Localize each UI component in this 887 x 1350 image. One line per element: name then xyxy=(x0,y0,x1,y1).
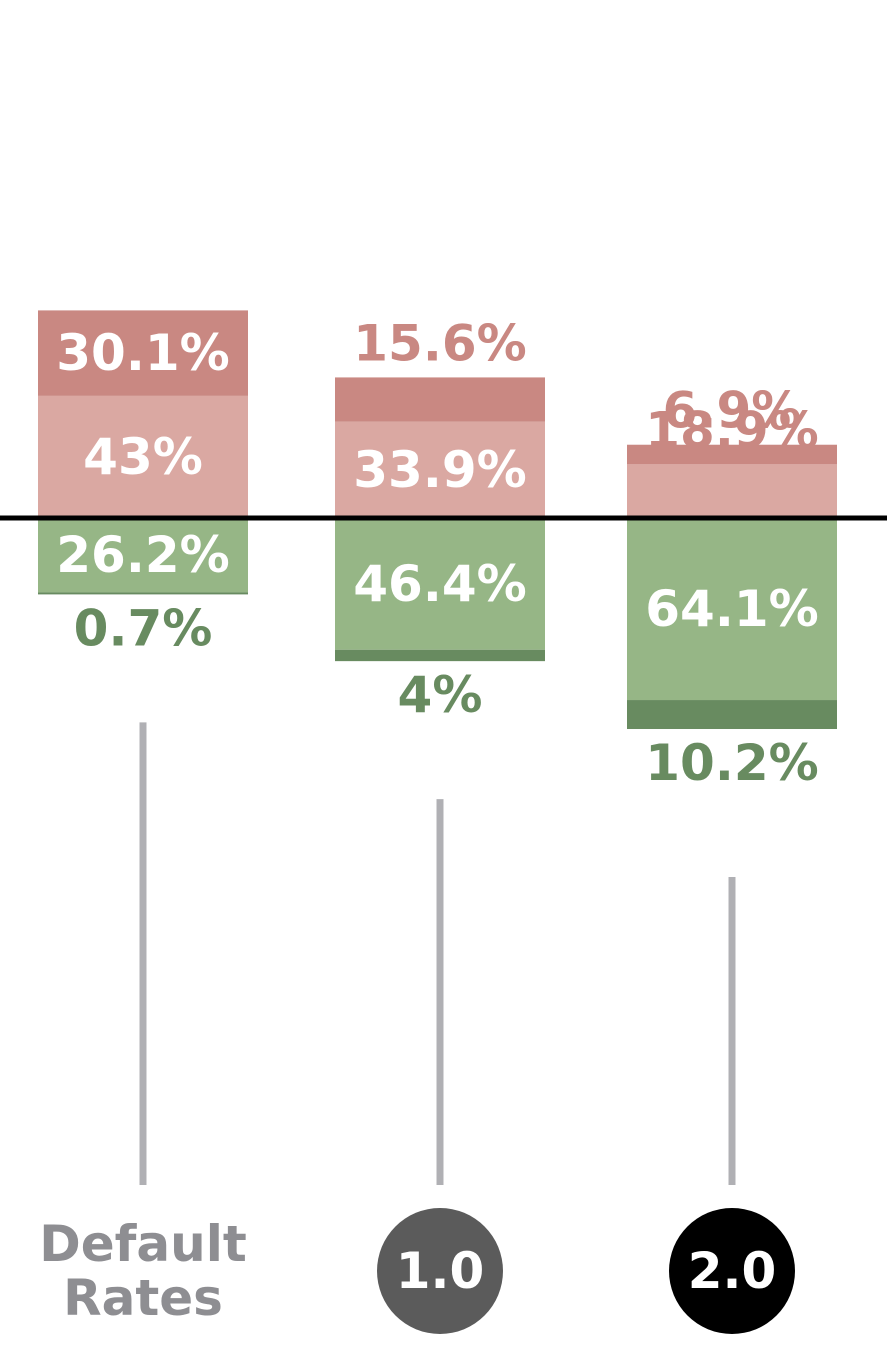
bar-default-rates-down-1 xyxy=(38,592,248,595)
bar-1-0-up-0 xyxy=(335,421,545,518)
value-label-default-rates-up-0: 43% xyxy=(83,428,203,486)
bar-2-0-down-1 xyxy=(627,700,837,730)
value-label-1-0-down-0: 46.4% xyxy=(353,555,526,613)
category-label-default-line2: Rates xyxy=(63,1269,223,1327)
value-label-2-0-down-1: 10.2% xyxy=(645,734,818,792)
value-label-default-rates-up-1: 30.1% xyxy=(56,324,229,382)
category-label-default-line1: Default xyxy=(39,1215,247,1273)
value-label-1-0-up-1: 15.6% xyxy=(353,314,526,372)
version-badge-2-0-label: 2.0 xyxy=(688,1242,777,1300)
bars-group xyxy=(38,310,837,730)
value-label-default-rates-down-1: 0.7% xyxy=(74,599,213,657)
bar-2-0-up-0 xyxy=(627,464,837,518)
value-label-1-0-up-0: 33.9% xyxy=(353,441,526,499)
bar-2-0-up-1 xyxy=(627,444,837,465)
version-badge-1-0 xyxy=(377,1208,503,1334)
value-label-2-0-up-1: 6.9% xyxy=(663,382,802,440)
bar-1-0-up-1 xyxy=(335,377,545,422)
version-badge-2-0 xyxy=(669,1208,795,1334)
bar-default-rates-up-1 xyxy=(38,310,248,396)
version-badge-1-0-label: 1.0 xyxy=(396,1242,485,1300)
bar-2-0-down-0 xyxy=(627,518,837,701)
bar-1-0-down-1 xyxy=(335,649,545,662)
bar-default-rates-up-0 xyxy=(38,395,248,518)
value-label-default-rates-down-0: 26.2% xyxy=(56,526,229,584)
value-label-2-0-down-0: 64.1% xyxy=(645,580,818,638)
bar-1-0-down-0 xyxy=(335,518,545,650)
bar-default-rates-down-0 xyxy=(38,518,248,593)
connector-lines-group xyxy=(139,722,736,1185)
value-labels-group: 43%30.1%26.2%0.7%33.9%15.6%46.4%4%18.9%6… xyxy=(56,314,818,792)
value-label-2-0-up-0: 18.9% xyxy=(645,401,818,459)
value-label-1-0-down-1: 4% xyxy=(398,666,483,724)
